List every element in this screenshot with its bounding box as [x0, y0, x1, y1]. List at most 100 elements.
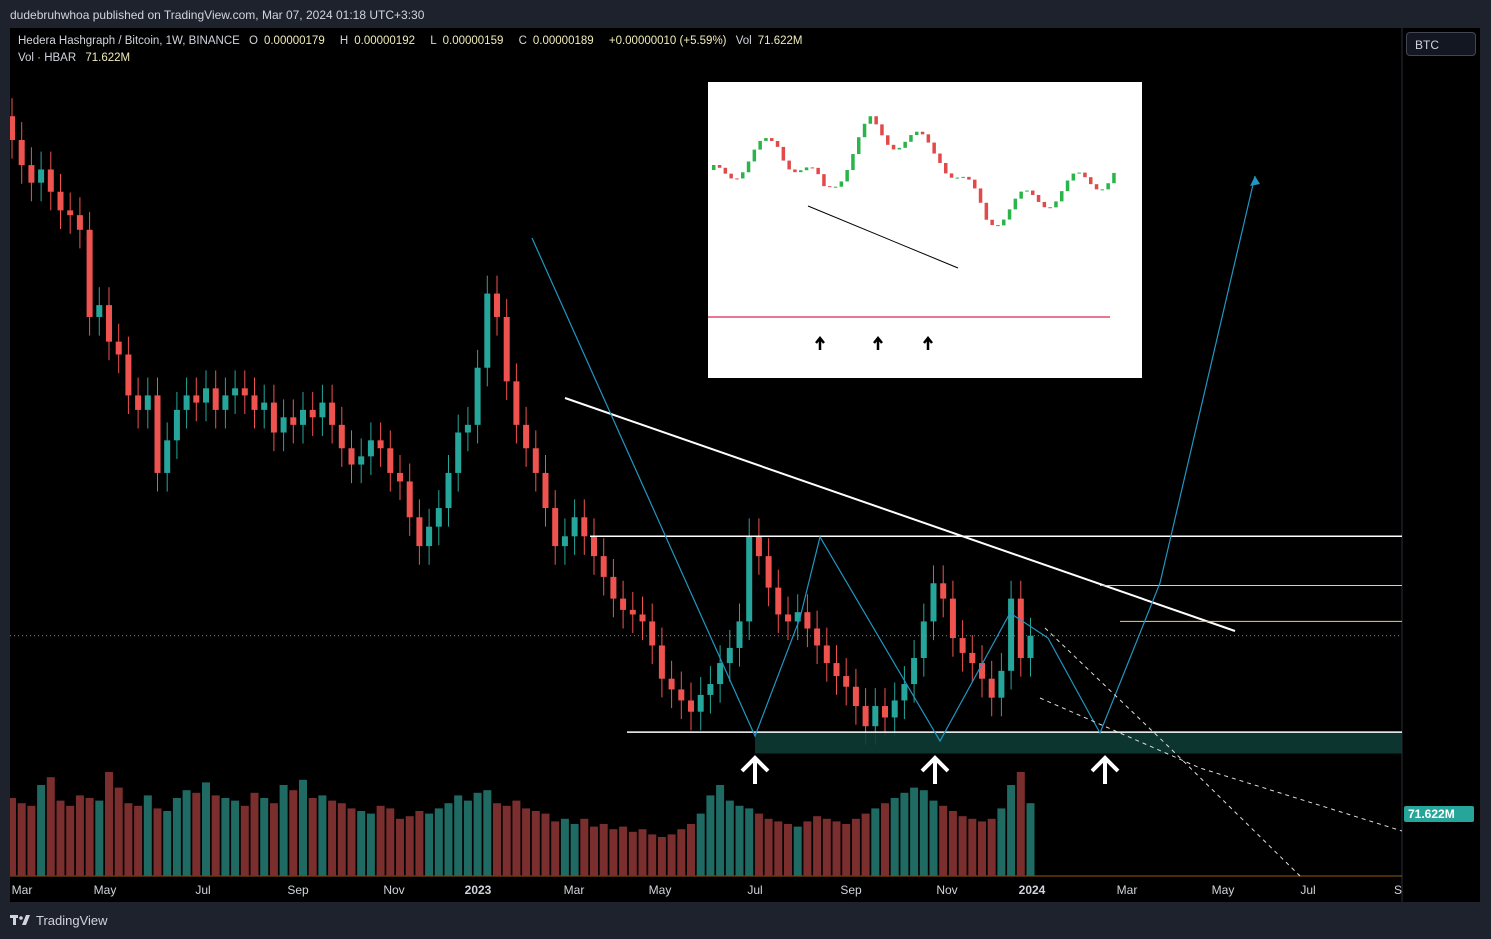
footer-brand[interactable]: TradingView: [36, 913, 108, 928]
inset-candle: [955, 177, 960, 179]
candle-body: [523, 424, 530, 449]
time-tick: Jul: [195, 883, 210, 897]
volume-bar: [813, 816, 822, 876]
candle-body: [668, 678, 675, 690]
close-label: C: [518, 35, 527, 47]
volume-bar: [192, 792, 201, 876]
chart-panel[interactable]: 0.000006500.000005900.000005500.00000510…: [8, 28, 1480, 902]
volume-bar: [114, 787, 123, 876]
inset-candle: [1077, 172, 1081, 174]
inset-candle: [897, 147, 902, 150]
volume-bar: [570, 824, 579, 876]
volume-bar: [240, 805, 249, 876]
volume-bar: [997, 808, 1006, 876]
inset-candle: [891, 144, 896, 150]
volume-bar: [861, 813, 870, 876]
volume-bar: [551, 821, 560, 876]
volume-bar: [463, 800, 472, 876]
high-label: H: [339, 35, 349, 47]
candle-body: [979, 663, 985, 679]
support-zone: [755, 732, 1402, 754]
inset-candle: [973, 179, 977, 189]
volume-bar: [522, 808, 531, 876]
candle-body: [843, 676, 850, 687]
volume-bar: [8, 798, 16, 876]
volume-bar: [105, 772, 113, 876]
inset-candle: [1089, 177, 1093, 185]
volume-bar: [939, 805, 948, 876]
inset-candle: [920, 131, 925, 135]
currency-button[interactable]: BTC: [1406, 32, 1476, 56]
candle-body: [920, 621, 927, 658]
volume-bar: [454, 795, 463, 876]
candle-body: [348, 448, 355, 465]
volume-bar: [958, 816, 967, 876]
candle-body: [765, 556, 772, 588]
candle-body: [823, 645, 830, 664]
legend-line-1: Hedera Hashgraph / Bitcoin, 1W, BINANCE …: [18, 35, 814, 47]
candle-body: [940, 583, 947, 599]
candle-body: [532, 448, 539, 473]
inset-candle: [1013, 198, 1018, 210]
inset-up-arrow-icon: [815, 335, 825, 350]
candle-body: [503, 316, 510, 382]
volume-bar: [1026, 803, 1035, 876]
volume-bar: [890, 798, 899, 876]
candle-body: [785, 614, 791, 622]
chart-canvas[interactable]: 0.000006500.000005900.000005500.00000510…: [8, 28, 1480, 902]
dashed-line: [1039, 697, 1403, 832]
candle-body: [241, 388, 248, 396]
candle-body: [959, 638, 966, 653]
volume-bar: [250, 792, 259, 876]
volume-bar: [134, 805, 143, 876]
volume-bar: [735, 805, 744, 876]
candle-body: [591, 536, 597, 557]
inset-candle: [996, 225, 1000, 227]
dashed-line: [1044, 627, 1301, 877]
volume-series-title[interactable]: Vol · HBAR: [18, 52, 77, 64]
candle-body: [746, 536, 753, 622]
candle-body: [775, 587, 782, 615]
volume-bar: [318, 795, 327, 876]
tradingview-logo-icon: [10, 914, 30, 925]
candle-body: [649, 621, 656, 646]
inset-candle: [799, 170, 803, 173]
volume-bar: [619, 826, 628, 876]
volume-bar: [919, 790, 928, 876]
volume-bar: [405, 816, 414, 876]
volume-bar: [153, 808, 162, 876]
candle-body: [658, 645, 665, 679]
inset-chart-image: [708, 82, 1142, 378]
volume-bar: [17, 803, 26, 876]
up-arrow-icon: [1090, 755, 1120, 784]
candle-body: [804, 612, 811, 629]
inset-candle: [752, 149, 757, 162]
candle-body: [1017, 598, 1024, 658]
inset-up-arrow-icon: [873, 335, 883, 350]
volume-bar: [211, 795, 220, 876]
time-tick: Mar: [564, 883, 585, 897]
candle-body: [581, 517, 588, 537]
inset-candle: [775, 140, 780, 147]
candle-body: [309, 409, 316, 418]
candle-body: [426, 526, 433, 547]
inset-candle: [746, 161, 751, 173]
candles: [9, 98, 1034, 745]
volume-bar: [822, 818, 831, 876]
candle-body: [67, 210, 74, 216]
price-label: 71.622M: [1408, 807, 1455, 821]
volume-bar: [784, 824, 792, 876]
candle-body: [542, 472, 549, 509]
candle-body: [270, 402, 277, 433]
inset-candle: [816, 167, 820, 175]
inset-candle: [764, 138, 768, 141]
volume-bar: [978, 821, 986, 876]
time-axis: Mar May Jul Sep Nov 2023 Mar May Jul Sep Nov 2024 Ma…: [12, 883, 1402, 897]
volume-bars: [8, 772, 1035, 876]
volume-bar: [580, 818, 589, 876]
volume-bar: [27, 805, 36, 876]
inset-candle: [1112, 172, 1116, 184]
candle-body: [173, 409, 180, 441]
symbol-title[interactable]: Hedera Hashgraph / Bitcoin, 1W, BINANCE: [18, 35, 240, 47]
candle-body: [901, 684, 908, 701]
